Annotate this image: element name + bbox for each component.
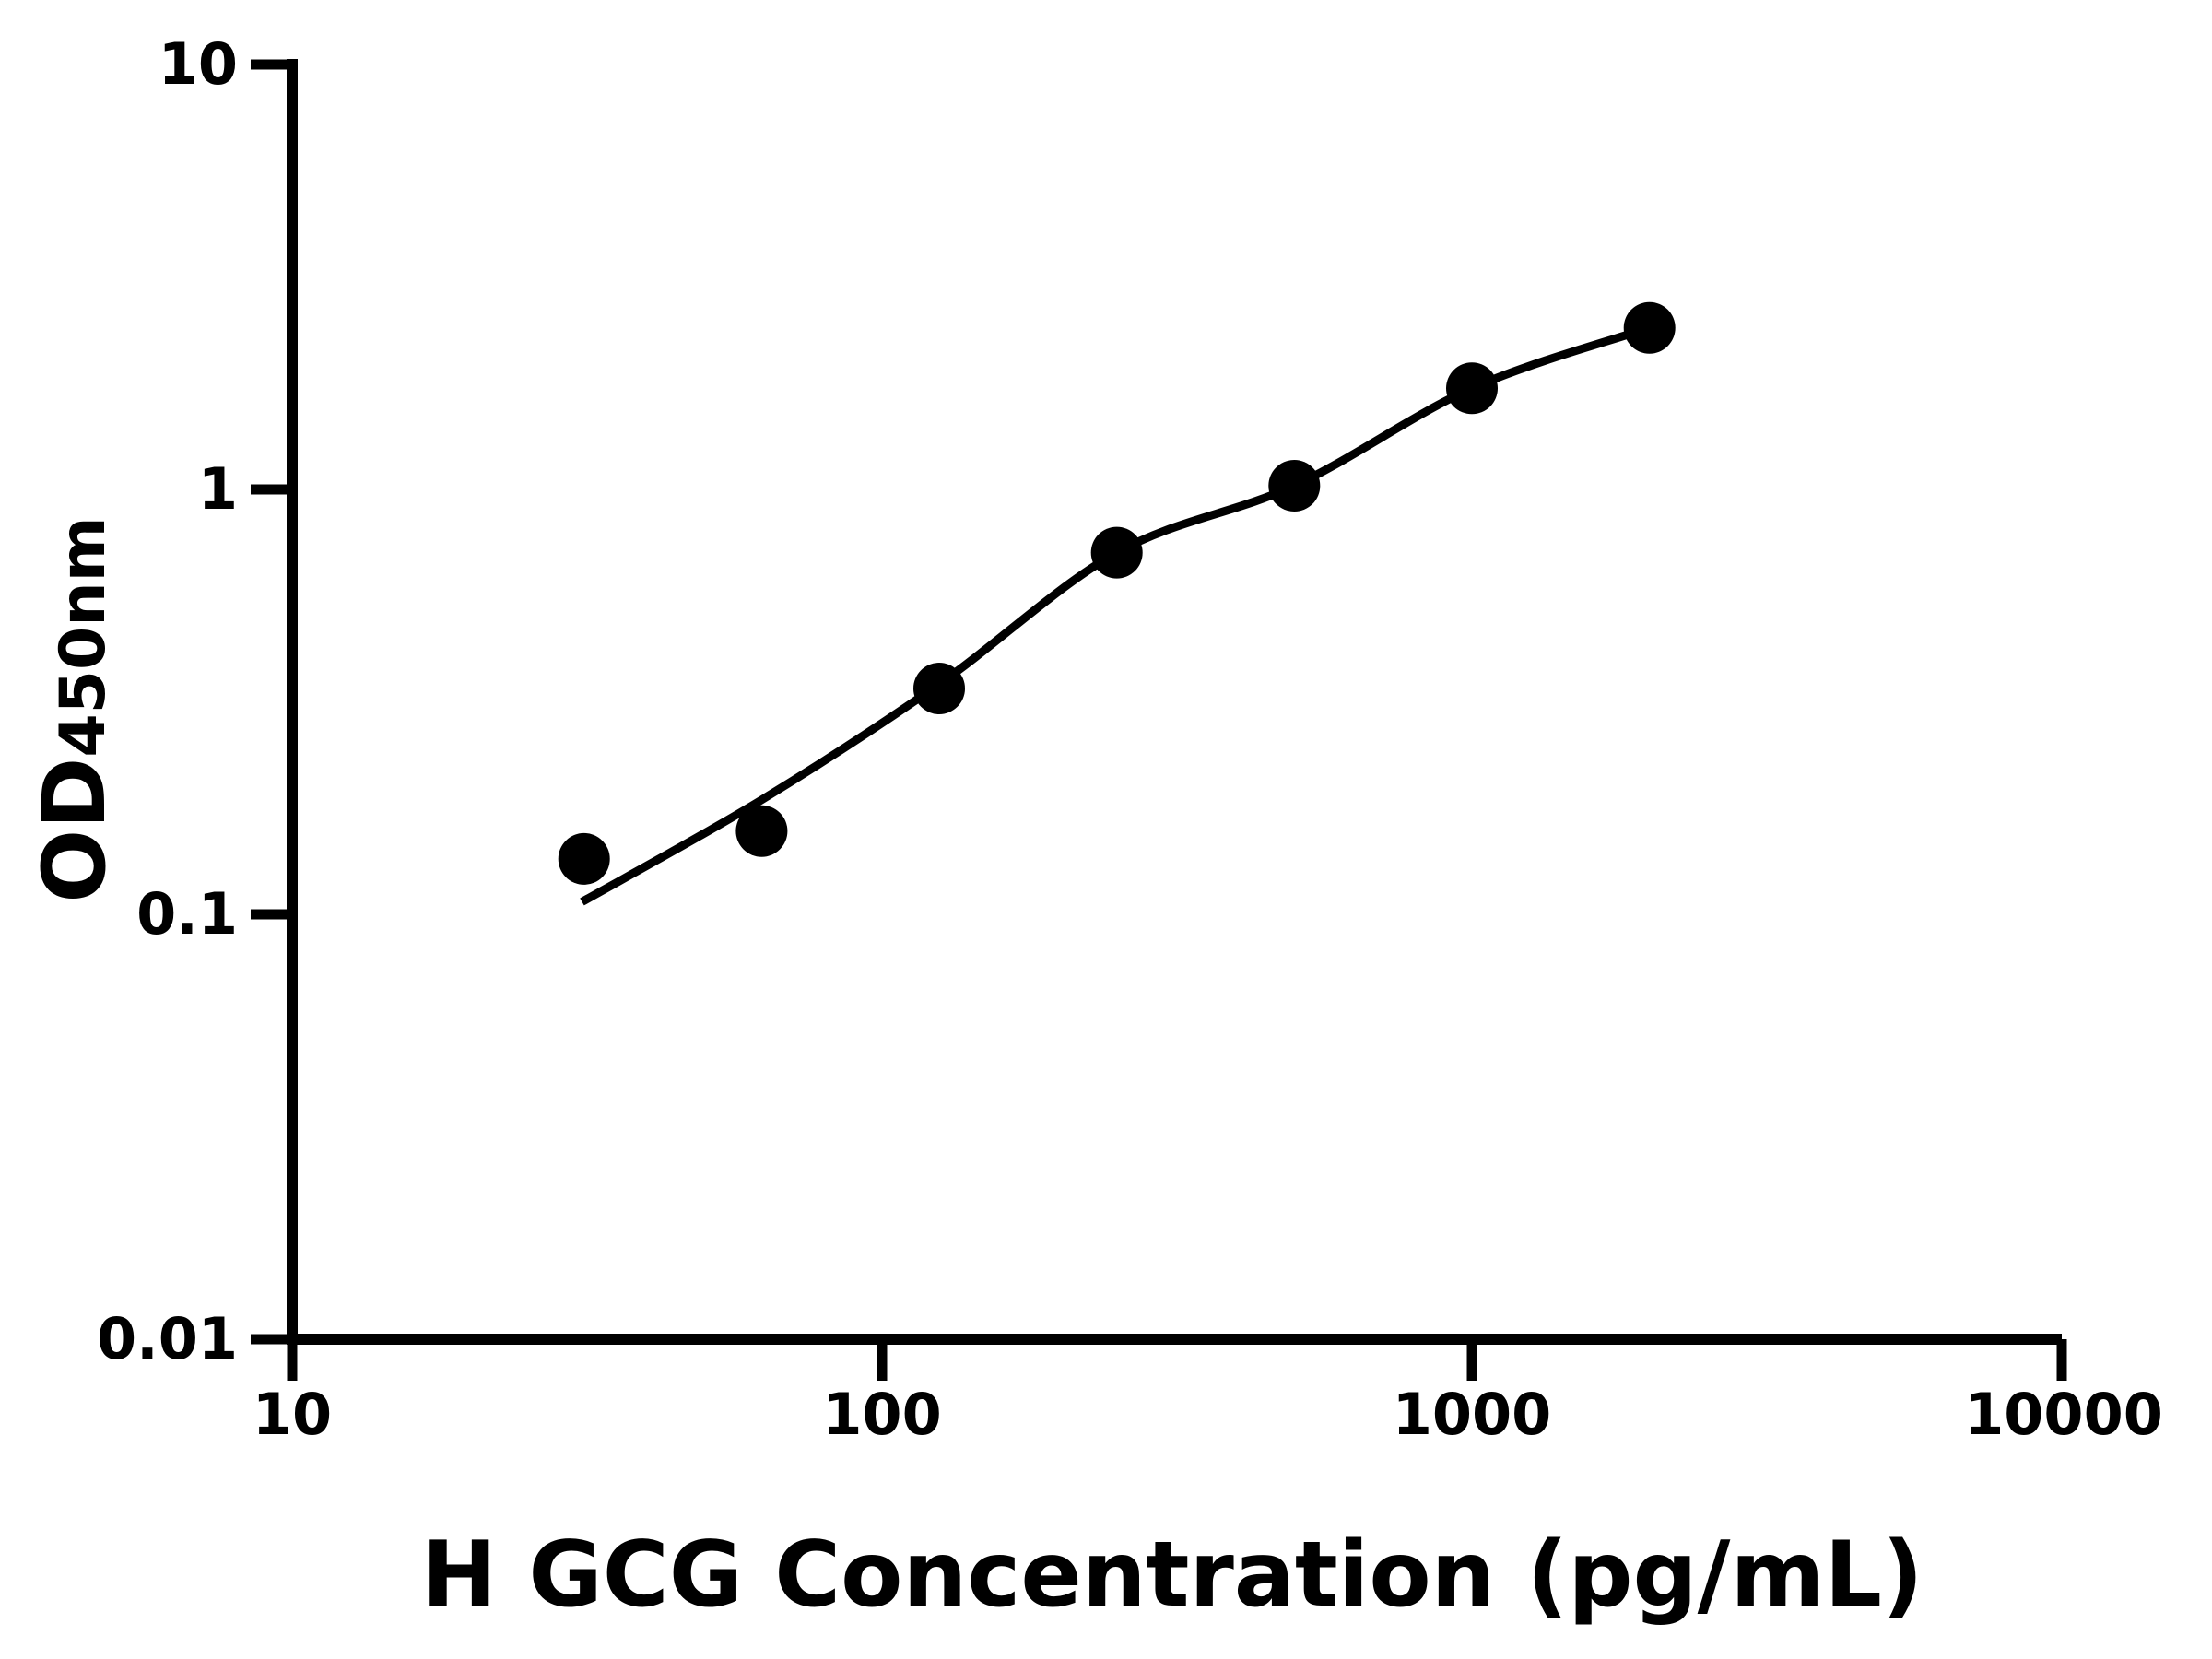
tick-marks — [251, 59, 2067, 1381]
data-point — [913, 663, 965, 714]
data-point — [735, 805, 788, 857]
data-point — [1446, 362, 1498, 415]
axis-lines — [287, 59, 2062, 1345]
data-point — [1090, 526, 1143, 579]
x-tick-label-10000: 10000 — [1964, 1381, 2163, 1448]
x-tick-label-1000: 1000 — [1392, 1381, 1552, 1448]
y-tick-label-10: 10 — [158, 30, 238, 98]
y-tick-label-1: 1 — [197, 455, 238, 523]
y-tick-label-0-1: 0.1 — [136, 880, 238, 947]
y-axis-title-main: OD — [25, 757, 125, 903]
x-tick-label-100: 100 — [822, 1381, 942, 1448]
x-axis-title: H GCG Concentration (pg/mL) — [421, 1523, 1924, 1628]
y-tick-label-0-01: 0.01 — [97, 1305, 238, 1372]
y-axis-title: OD450nm — [25, 516, 125, 902]
data-point — [1268, 460, 1321, 512]
data-point — [1623, 301, 1676, 354]
y-axis-title-subscript: 450nm — [47, 516, 120, 758]
x-tick-label-10: 10 — [252, 1381, 333, 1448]
data-points-group — [558, 301, 1676, 885]
data-point — [558, 832, 610, 885]
